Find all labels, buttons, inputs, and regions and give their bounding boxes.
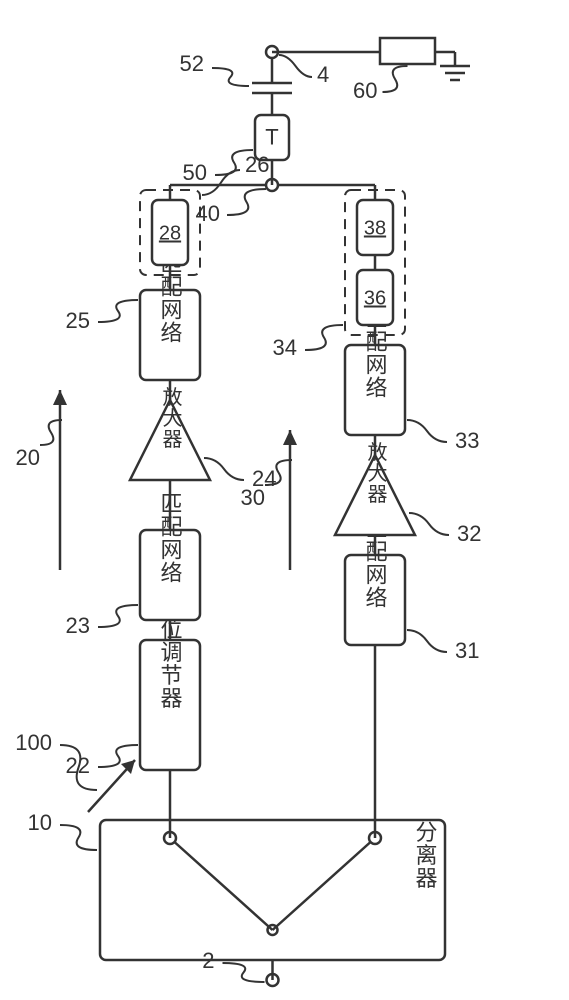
ref: 31 (455, 638, 479, 663)
ref: 33 (455, 428, 479, 453)
leader (279, 55, 312, 77)
leader (212, 68, 249, 86)
ref: 32 (457, 521, 481, 546)
leader (40, 420, 62, 445)
leader (98, 605, 138, 627)
leader (202, 170, 240, 195)
ref: 100 (15, 730, 52, 755)
ref: 50 (183, 160, 207, 185)
ref: 26 (245, 152, 269, 177)
leader (98, 300, 138, 322)
ref: 52 (180, 51, 204, 76)
ref: 24 (252, 466, 276, 491)
leader (305, 325, 343, 350)
arrow (53, 390, 67, 405)
label: 分离器 (413, 821, 438, 890)
ref: 2 (202, 948, 214, 973)
ref: 20 (16, 445, 40, 470)
leader (60, 825, 97, 850)
leader (407, 630, 447, 652)
leader (204, 458, 244, 480)
ground-icon (440, 52, 470, 80)
ref: 4 (317, 62, 329, 87)
leader (383, 66, 408, 92)
block (100, 820, 445, 960)
ref: 25 (66, 308, 90, 333)
ref: 60 (353, 78, 377, 103)
ref: 10 (28, 810, 52, 835)
ref: 28 (159, 223, 181, 245)
ref: 23 (66, 613, 90, 638)
ref: 22 (66, 753, 90, 778)
ref: 40 (196, 201, 220, 226)
leader (407, 420, 447, 442)
arrow (283, 430, 297, 445)
ref: 36 (364, 288, 386, 310)
leader (227, 189, 266, 215)
leader (223, 963, 265, 982)
ref: 38 (364, 218, 386, 240)
ref: 34 (273, 335, 297, 360)
ref: T (265, 125, 278, 150)
leader (409, 513, 449, 535)
